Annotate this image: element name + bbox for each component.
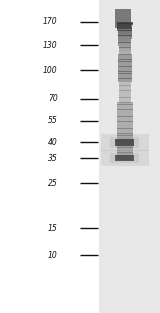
Bar [118,66,132,68]
Bar [117,27,132,29]
Bar [118,30,132,32]
Bar [117,118,133,120]
Bar [110,153,139,163]
Bar [117,130,133,132]
Bar [118,68,132,70]
Bar [117,132,133,134]
Bar [118,80,132,82]
Bar [118,63,132,65]
Bar [118,40,131,43]
Bar [119,49,131,51]
Bar [117,139,133,141]
Bar [119,46,131,48]
Bar [119,95,131,98]
Bar [117,128,133,130]
Bar [118,73,132,75]
Bar [117,102,133,105]
Bar [115,139,134,146]
Bar [117,111,133,113]
Bar [119,47,131,49]
Bar [118,59,132,61]
Bar [118,42,131,44]
Bar [119,94,131,96]
Bar [119,82,131,84]
Bar [117,25,132,27]
Bar [119,89,131,91]
Bar [119,92,131,94]
Bar [117,108,133,110]
Bar [117,144,133,146]
Bar [117,22,133,23]
Bar [119,53,131,54]
Text: 130: 130 [43,41,58,50]
Bar [117,147,133,149]
Bar [119,51,131,53]
Bar [117,135,133,137]
Bar [115,155,134,161]
Bar [117,115,133,117]
Bar [117,120,133,122]
Bar [118,33,132,36]
Bar [119,97,131,100]
Text: 40: 40 [48,138,58,147]
Bar [117,113,133,115]
Text: 70: 70 [48,94,58,103]
Text: 35: 35 [48,154,58,162]
Bar [118,37,132,39]
Text: 100: 100 [43,66,58,75]
Bar [117,137,133,139]
Bar [117,28,132,31]
Bar [117,157,133,160]
Bar [119,101,131,103]
Bar [118,61,132,63]
Bar [118,39,132,41]
Bar [118,71,132,74]
Bar [117,142,133,144]
Bar [115,9,131,28]
Bar [117,152,133,155]
Bar [119,99,131,101]
Bar [118,44,131,46]
Bar [118,78,132,80]
Bar [117,106,133,108]
Bar [117,151,133,153]
Bar [110,137,139,147]
Bar [117,154,133,156]
Bar [117,126,133,129]
Bar [118,54,132,56]
Bar [117,104,133,106]
Text: 15: 15 [48,224,58,233]
Bar [118,32,132,34]
Bar [119,85,131,87]
Bar [0,0,99,313]
Text: 55: 55 [48,116,58,125]
Bar [117,146,133,148]
Bar [118,58,132,60]
Bar [117,125,133,127]
Bar [119,90,131,93]
Bar [117,109,133,111]
Bar [118,64,132,67]
Bar [117,121,133,123]
Bar [117,149,133,151]
Bar [117,116,133,118]
Bar [118,70,132,72]
Text: 10: 10 [48,251,58,259]
Bar [118,56,132,58]
Bar [117,140,133,142]
Bar [117,133,133,136]
Bar [117,123,133,125]
Bar [119,84,131,85]
Bar [118,75,132,77]
Bar [119,87,131,89]
Bar [117,156,133,158]
Bar [117,23,132,25]
Bar [118,35,132,38]
Bar [118,77,132,79]
Text: 170: 170 [43,18,58,26]
Bar [101,134,149,151]
Text: 25: 25 [48,179,58,187]
Bar [101,150,149,166]
